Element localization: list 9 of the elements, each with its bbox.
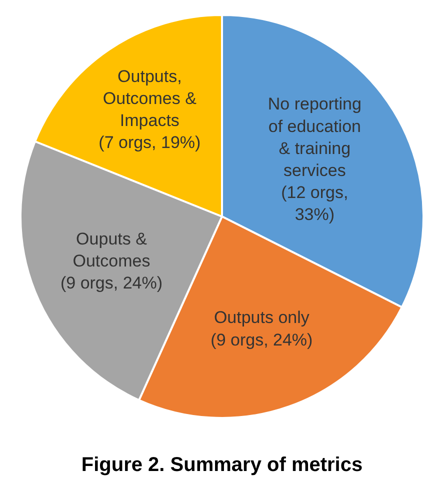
data-label: (7 orgs, 19%) [98, 133, 201, 152]
data-label: (9 orgs, 24%) [60, 274, 163, 293]
data-label: (9 orgs, 24%) [210, 330, 313, 350]
slice-label: Outputs, Outcomes & Impacts [102, 66, 198, 130]
slice-label: Ouputs & Outcomes [72, 229, 150, 270]
slice-label: No reporting of education & training services [268, 94, 362, 180]
text: Figure 2. Summary of metrics [81, 454, 363, 476]
data-label: (12 orgs, 33%) [281, 183, 348, 224]
slice-label: Outputs only [214, 308, 310, 328]
